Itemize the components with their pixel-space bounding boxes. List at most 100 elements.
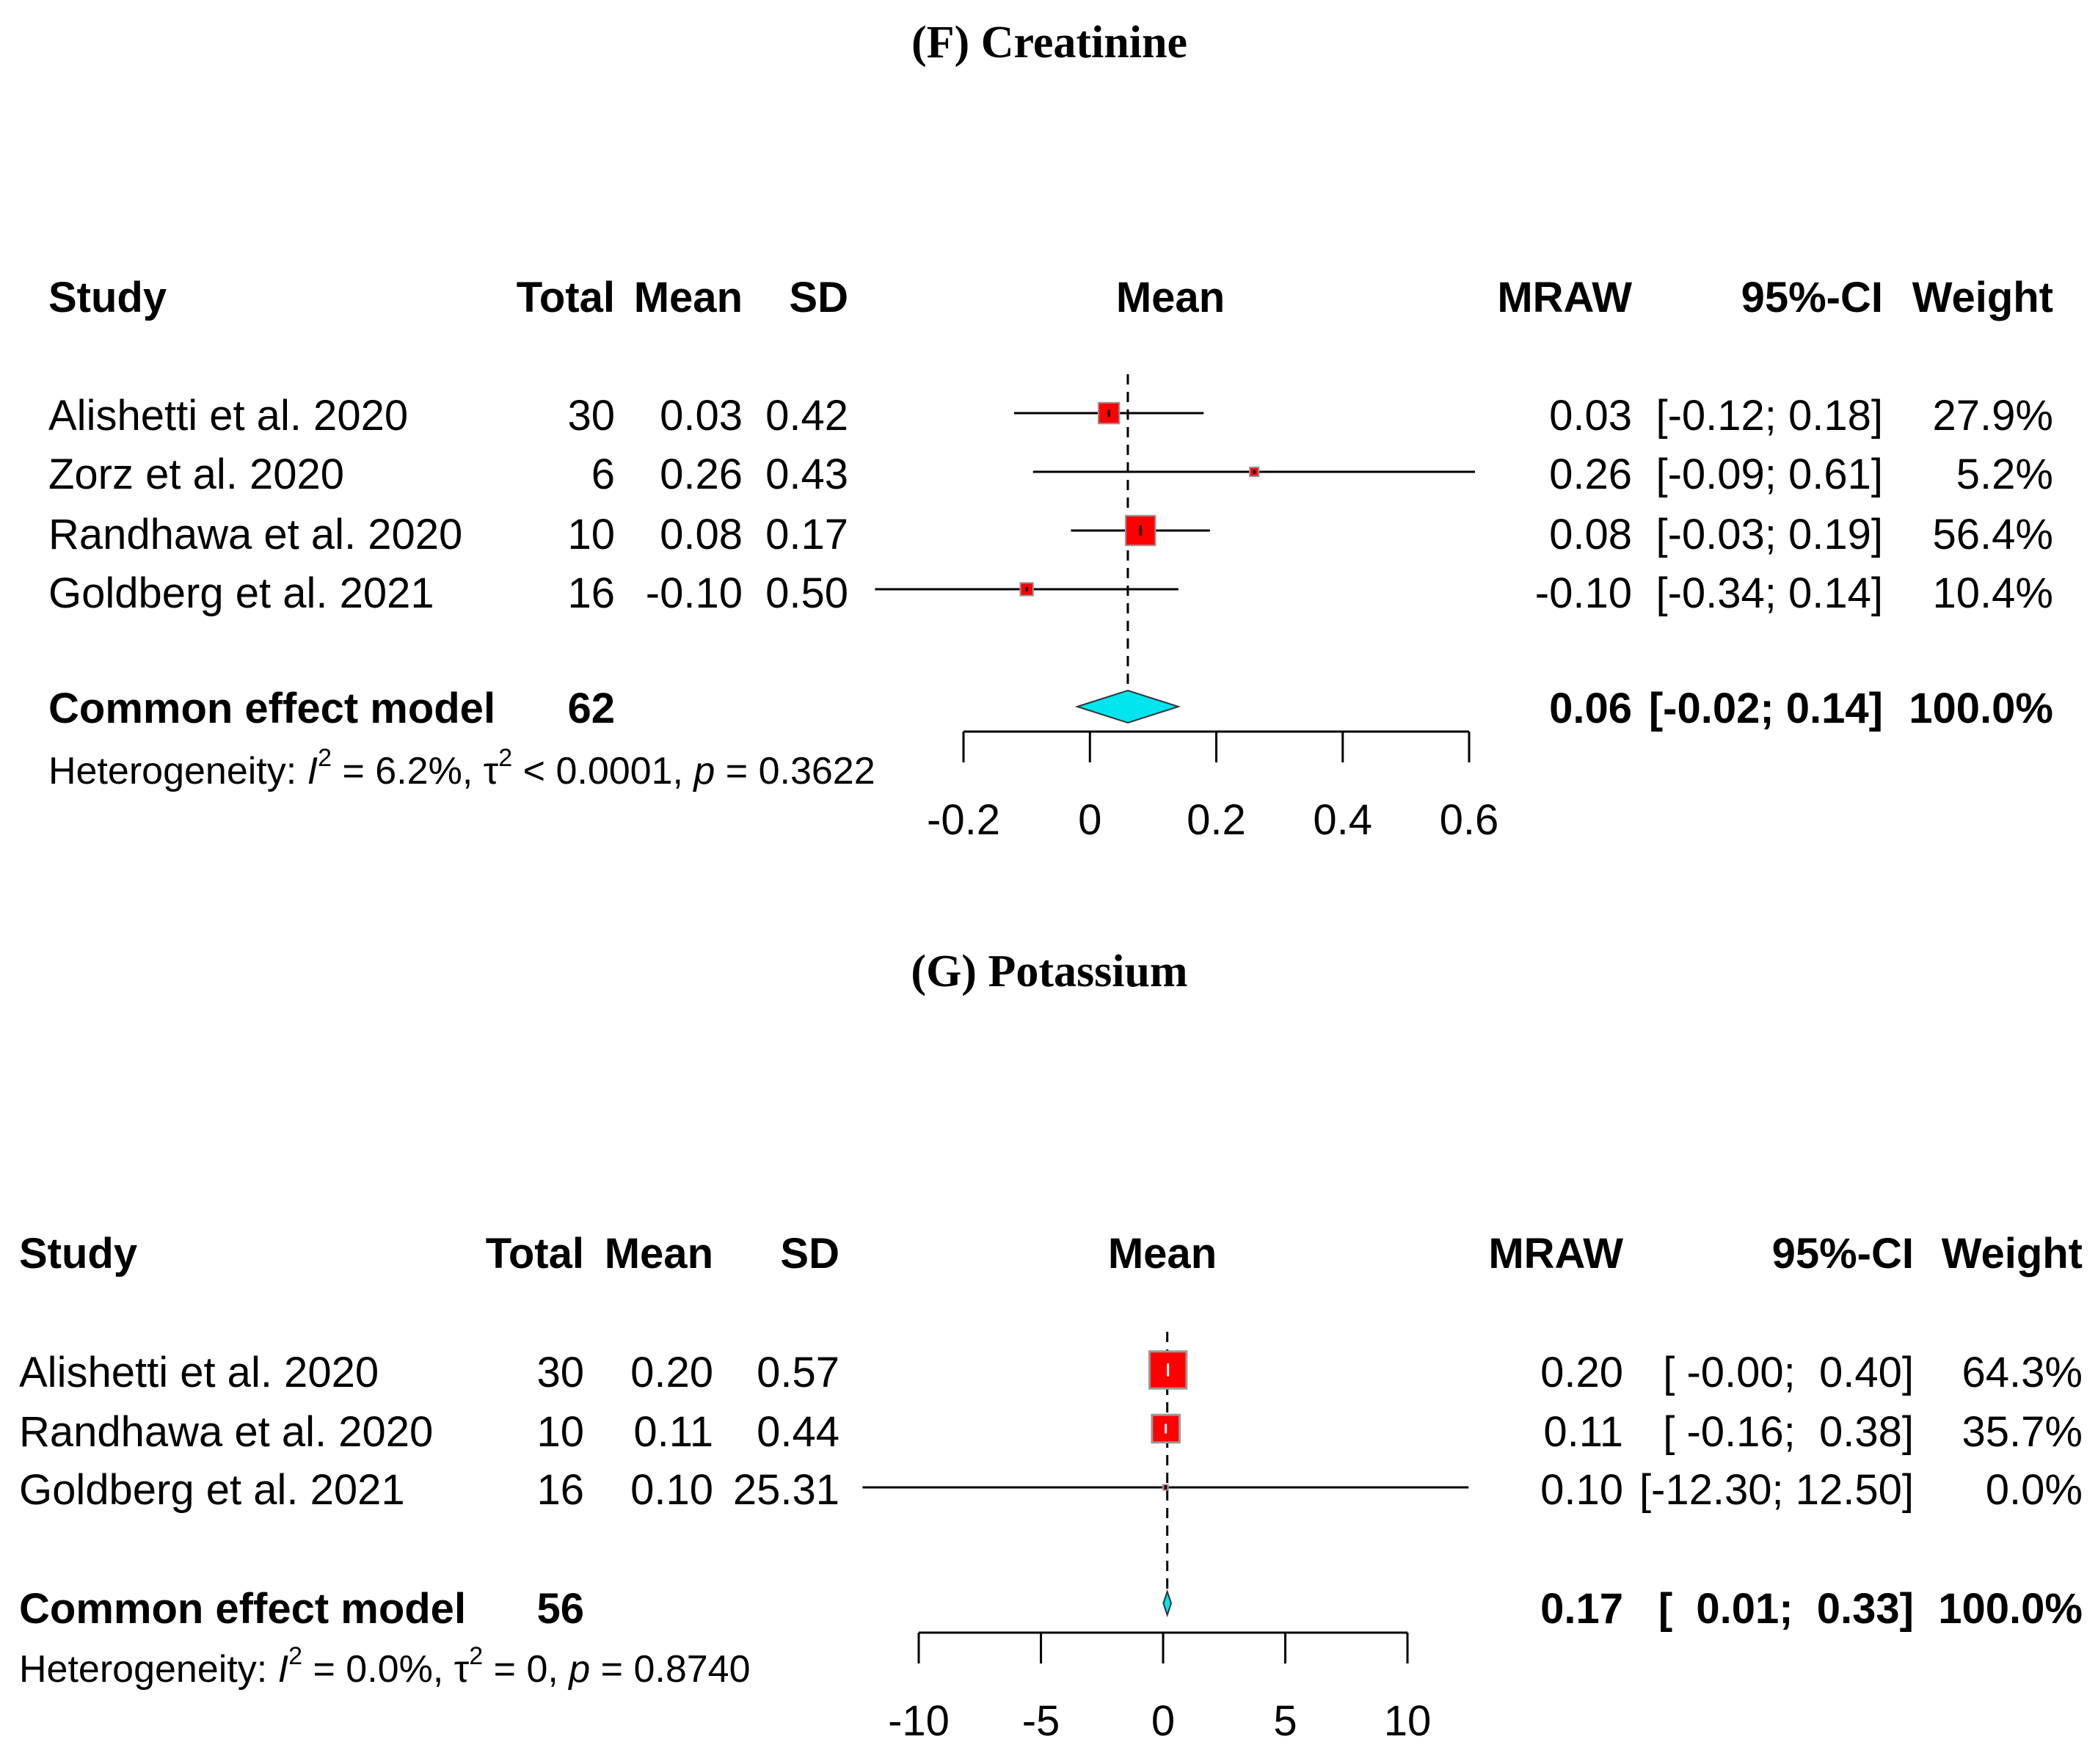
study-total: 10 — [536, 1408, 584, 1456]
x-tick-label: -0.2 — [927, 796, 1000, 844]
plot-area-creatinine: -0.2 0 0.2 0.4 0.6 — [875, 374, 1498, 844]
study-mean: 0.11 — [633, 1408, 713, 1456]
x-tick-label: 5 — [1273, 1697, 1297, 1745]
panel-title: (F) Creatinine — [911, 18, 1187, 68]
study-mraw: 0.26 — [1549, 451, 1632, 498]
study-sd: 0.42 — [765, 392, 848, 440]
x-axis: -10 -5 0 5 10 — [888, 1631, 1432, 1745]
point-ticks — [1025, 409, 1256, 592]
summary-name: Common effect model — [19, 1585, 466, 1633]
study-rows: Alishetti et al. 2020 30 0.03 0.42 0.03 … — [48, 392, 2053, 617]
study-name: Alishetti et al. 2020 — [19, 1349, 379, 1396]
study-mean: 0.10 — [630, 1466, 713, 1514]
study-name: Alishetti et al. 2020 — [48, 392, 408, 440]
study-name: Goldberg et al. 2021 — [48, 569, 434, 617]
header-mean: Mean — [605, 1230, 713, 1278]
study-ci: [-12.30; 12.50] — [1639, 1466, 1914, 1514]
study-mean: 0.26 — [660, 451, 743, 498]
study-mean: -0.10 — [646, 569, 743, 617]
study-ci: [ -0.16; 0.38] — [1663, 1408, 1914, 1456]
study-mean: 0.20 — [630, 1349, 713, 1396]
header-mraw: MRAW — [1497, 274, 1632, 321]
study-mraw: 0.08 — [1549, 511, 1632, 558]
study-total: 16 — [536, 1466, 584, 1514]
study-mraw: -0.10 — [1535, 569, 1632, 617]
summary-mraw: 0.17 — [1540, 1585, 1623, 1633]
study-weight: 35.7% — [1962, 1408, 2083, 1456]
study-total: 16 — [567, 569, 615, 617]
summary-weight: 100.0% — [1909, 685, 2053, 732]
study-weight: 0.0% — [1986, 1466, 2083, 1514]
study-mean: 0.03 — [660, 392, 743, 440]
study-mraw: 0.20 — [1540, 1349, 1623, 1396]
column-headers: Study Total Mean SD Mean MRAW 95%-CI Wei… — [48, 274, 2053, 321]
study-weight: 56.4% — [1933, 511, 2053, 558]
study-sd: 0.43 — [765, 451, 848, 498]
study-row: Goldberg et al. 2021 16 -0.10 0.50 -0.10… — [48, 569, 2053, 617]
x-tick-label: 0.4 — [1313, 796, 1372, 844]
header-weight: Weight — [1912, 274, 2053, 321]
summary-row: Common effect model 56 0.17 [ 0.01; 0.33… — [19, 1585, 2083, 1633]
study-ci: [-0.03; 0.19] — [1656, 511, 1883, 558]
study-mraw: 0.11 — [1543, 1408, 1623, 1456]
study-weight: 10.4% — [1933, 569, 2053, 617]
heterogeneity-text: Heterogeneity: I2 = 0.0%, τ2 = 0, p = 0.… — [19, 1642, 751, 1691]
study-total: 6 — [591, 451, 615, 498]
study-sd: 0.57 — [757, 1349, 839, 1396]
study-total: 30 — [536, 1349, 584, 1396]
plot-area-potassium: -10 -5 0 5 10 — [862, 1332, 1469, 1745]
summary-total: 56 — [536, 1585, 584, 1633]
study-name: Zorz et al. 2020 — [48, 451, 344, 498]
study-mean: 0.08 — [660, 511, 743, 558]
study-row: Randhawa et al. 2020 10 0.11 0.44 0.11 [… — [19, 1408, 2083, 1456]
header-total: Total — [517, 274, 615, 321]
header-plot-mean: Mean — [1108, 1230, 1217, 1278]
study-ci: [-0.09; 0.61] — [1656, 451, 1883, 498]
study-name: Randhawa et al. 2020 — [19, 1408, 433, 1456]
heterogeneity-text: Heterogeneity: I2 = 6.2%, τ2 < 0.0001, p… — [48, 744, 875, 792]
x-axis: -0.2 0 0.2 0.4 0.6 — [927, 730, 1499, 844]
header-study: Study — [48, 274, 167, 321]
summary-ci: [ 0.01; 0.33] — [1658, 1585, 1914, 1633]
panel-potassium: (G) Potassium Study Total Mean SD Mean M… — [19, 947, 2083, 1745]
column-headers: Study Total Mean SD Mean MRAW 95%-CI Wei… — [19, 1230, 2083, 1278]
study-row: Alishetti et al. 2020 30 0.03 0.42 0.03 … — [48, 392, 2053, 440]
panel-title: (G) Potassium — [911, 947, 1187, 996]
header-mraw: MRAW — [1488, 1230, 1623, 1278]
study-mraw: 0.10 — [1540, 1466, 1623, 1514]
ci-marks — [875, 412, 1475, 591]
header-sd: SD — [780, 1230, 839, 1278]
study-total: 30 — [567, 392, 615, 440]
weight-boxes — [1019, 401, 1260, 597]
study-row: Alishetti et al. 2020 30 0.20 0.57 0.20 … — [19, 1349, 2083, 1396]
study-row: Randhawa et al. 2020 10 0.08 0.17 0.08 [… — [48, 511, 2053, 558]
summary-total: 62 — [567, 685, 615, 732]
header-ci: 95%-CI — [1741, 274, 1883, 321]
study-ci: [ -0.00; 0.40] — [1663, 1349, 1914, 1396]
study-sd: 0.50 — [765, 569, 848, 617]
header-sd: SD — [789, 274, 848, 321]
study-sd: 25.31 — [733, 1466, 839, 1514]
panel-creatinine: (F) Creatinine Study Total Mean SD Mean … — [48, 18, 2053, 844]
summary-ci: [-0.02; 0.14] — [1649, 685, 1883, 732]
summary-diamond — [1162, 1589, 1173, 1618]
x-tick-label: 0.2 — [1187, 796, 1246, 844]
x-tick-label: 0 — [1078, 796, 1101, 844]
study-row: Zorz et al. 2020 6 0.26 0.43 0.26 [-0.09… — [48, 451, 2053, 498]
study-name: Randhawa et al. 2020 — [48, 511, 462, 558]
header-study: Study — [19, 1230, 137, 1278]
study-mraw: 0.03 — [1549, 392, 1632, 440]
summary-diamond — [1074, 689, 1181, 724]
study-sd: 0.44 — [757, 1408, 839, 1456]
x-tick-label: 0 — [1151, 1697, 1175, 1745]
x-tick-label: 10 — [1384, 1697, 1432, 1745]
header-ci: 95%-CI — [1772, 1230, 1914, 1278]
x-tick-label: 0.6 — [1440, 796, 1499, 844]
header-total: Total — [486, 1230, 584, 1278]
x-tick-label: -5 — [1022, 1697, 1060, 1745]
summary-weight: 100.0% — [1938, 1585, 2083, 1633]
study-name: Goldberg et al. 2021 — [19, 1466, 405, 1514]
weight-box — [1148, 1350, 1188, 1390]
header-plot-mean: Mean — [1116, 274, 1225, 321]
